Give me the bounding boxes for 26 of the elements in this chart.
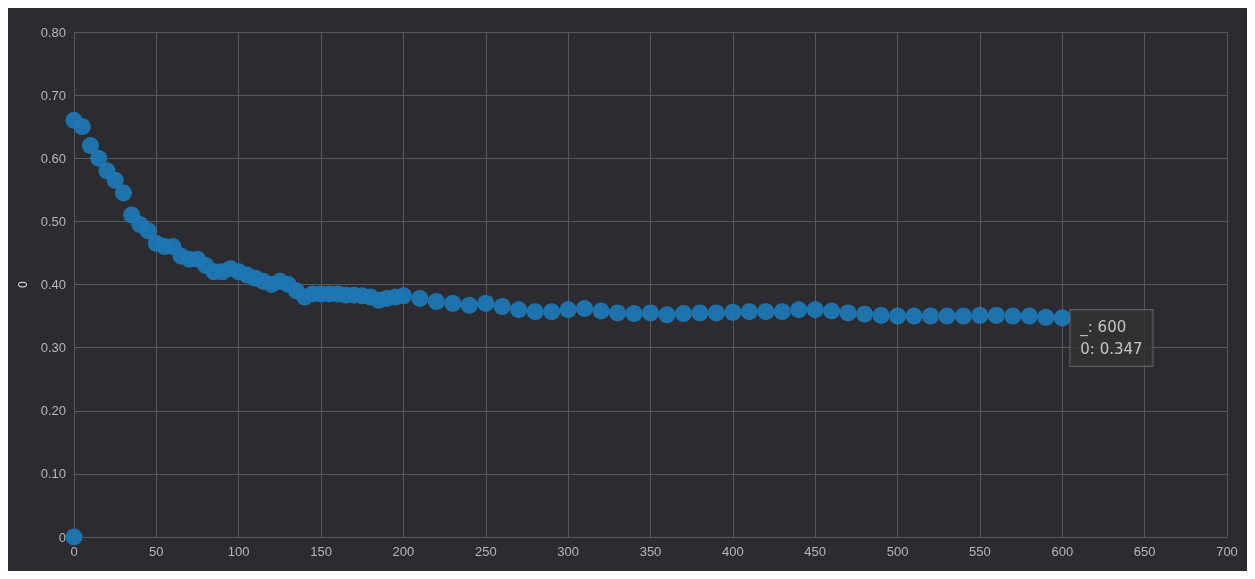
x-tick-label: 500 <box>886 544 909 559</box>
x-tick-label: 600 <box>1051 544 1074 559</box>
x-tick-label: 700 <box>1216 544 1238 559</box>
y-tick-label: 0.50 <box>40 213 66 229</box>
y-tick-label: 0.60 <box>40 150 66 166</box>
y-tick-label: 0 <box>58 529 66 545</box>
x-tick-label: 350 <box>639 544 662 559</box>
x-tick-label: 50 <box>149 544 164 559</box>
x-tick-label: 150 <box>310 544 332 559</box>
x-tick-label: 450 <box>804 544 827 559</box>
annotation: _: 600 0: 0.347 <box>1079 317 1143 358</box>
x-tick-label: 0 <box>70 544 78 559</box>
x-tick-label: 650 <box>1133 544 1156 559</box>
y-tick-label: 0.20 <box>40 403 66 419</box>
x-tick-label: 100 <box>227 544 250 559</box>
y-tick-label: 0.70 <box>40 87 66 103</box>
x-tick-label: 250 <box>474 544 497 559</box>
x-tick-label: 400 <box>722 544 744 559</box>
y-tick-label: 0.10 <box>40 466 66 482</box>
y-tick-label: 0.80 <box>40 24 66 40</box>
x-tick-label: 550 <box>969 544 991 559</box>
y-tick-label: 0.30 <box>40 340 66 356</box>
x-tick-label: 300 <box>557 544 579 559</box>
y-tick-label: 0.40 <box>40 277 66 292</box>
x-tick-label: 200 <box>392 544 415 559</box>
y-axis-title: 0 <box>15 281 29 289</box>
